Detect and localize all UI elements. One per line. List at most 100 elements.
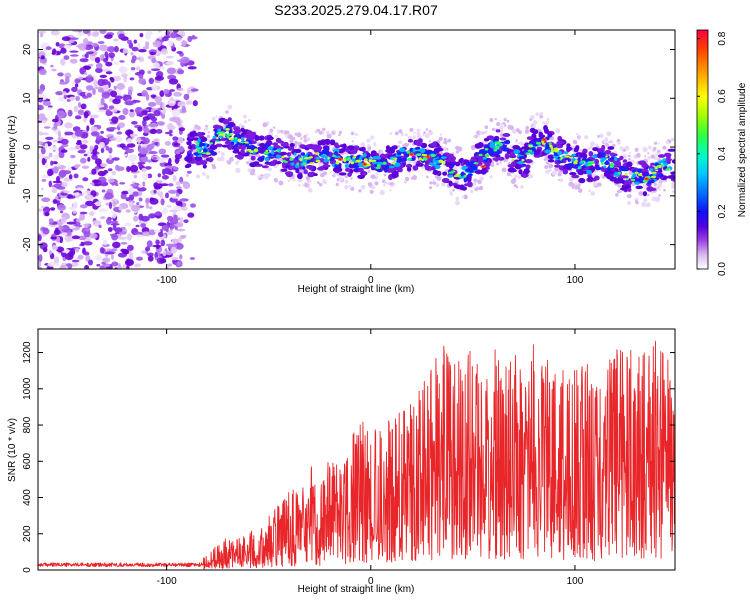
noise-blob [99,265,106,269]
signal-core [662,158,667,163]
noise-blob [99,74,108,78]
signal-halo [318,131,323,135]
noise-blob [57,165,66,170]
signal-halo [455,150,460,154]
noise-blob [111,261,119,267]
noise-blob [107,127,117,130]
noise-blob [40,55,45,60]
signal-hotspot [654,166,658,170]
signal-peak-center [645,177,648,180]
noise-blob [109,220,119,224]
signal-hotspot [196,147,202,150]
signal-halo [544,164,549,170]
noise-blob [92,220,102,224]
noise-blob [167,122,174,131]
signal-halo [389,188,392,192]
noise-blob [47,262,57,267]
signal-body [286,152,291,157]
noise-blob [38,120,42,123]
signal-halo [422,133,425,136]
signal-body [646,186,654,192]
signal-body [209,144,218,150]
signal-halo [382,183,386,187]
noise-blob [101,91,111,99]
signal-core [557,150,563,156]
signal-halo [428,140,431,143]
signal-halo [268,167,273,172]
signal-body [261,165,269,169]
signal-halo [276,129,281,134]
signal-hotspot [299,158,303,161]
noise-blob [69,50,79,53]
noise-blob [166,205,172,208]
signal-core [600,157,607,161]
signal-core [384,168,388,173]
snr-y-tick-label: 0 [22,567,33,573]
signal-halo [266,173,271,177]
signal-halo [597,182,602,187]
signal-halo [455,200,460,206]
signal-halo [490,163,495,167]
signal-hotspot [205,152,211,155]
noise-blob [181,40,187,47]
noise-blob [105,71,113,75]
signal-hotspot [438,159,444,163]
signal-body [642,191,648,197]
spectrogram-y-tick-label: -20 [22,237,33,252]
noise-blob [131,55,137,61]
signal-halo [288,134,293,140]
signal-halo [578,136,582,139]
signal-body [322,164,331,168]
noise-blob [56,186,66,190]
signal-halo [529,118,533,121]
noise-blob [71,196,76,199]
noise-blob [108,97,114,102]
signal-body [272,142,279,146]
noise-blob [192,100,198,107]
signal-halo [294,140,298,145]
signal-halo [529,174,534,179]
signal-halo [592,182,597,187]
noise-blob [171,196,180,199]
noise-blob [71,235,80,240]
noise-blob [60,149,68,153]
noise-blob [162,250,167,257]
noise-blob [57,225,64,231]
signal-hotspot [630,178,636,182]
signal-body [442,178,450,183]
noise-blob [105,145,110,151]
noise-blob [177,69,185,75]
signal-hotspot [600,161,604,165]
noise-blob [94,201,102,207]
signal-hotspot [196,149,200,152]
signal-halo [389,132,393,135]
noise-blob [99,141,105,148]
snr-y-tick-label: 200 [22,525,33,542]
noise-blob [85,76,93,83]
signal-halo [416,128,421,133]
noise-blob [165,192,169,199]
signal-halo [223,124,227,128]
signal-body [616,177,622,183]
signal-halo [603,139,608,144]
signal-hotspot [219,133,223,136]
signal-halo [320,172,325,178]
signal-body [246,130,253,137]
noise-blob [127,39,132,45]
noise-blob [159,191,164,199]
noise-blob [108,154,113,161]
signal-halo [599,133,604,138]
noise-blob [167,230,173,235]
signal-halo [463,194,468,200]
noise-blob [145,41,150,48]
signal-body [626,161,633,168]
signal-halo [477,187,481,190]
noise-blob [131,100,141,103]
signal-peak-center [338,158,342,161]
signal-body [285,171,294,178]
signal-body [432,169,439,176]
noise-blob [50,146,58,151]
signal-halo [546,120,549,124]
signal-halo [590,191,595,196]
noise-blob [136,256,143,261]
